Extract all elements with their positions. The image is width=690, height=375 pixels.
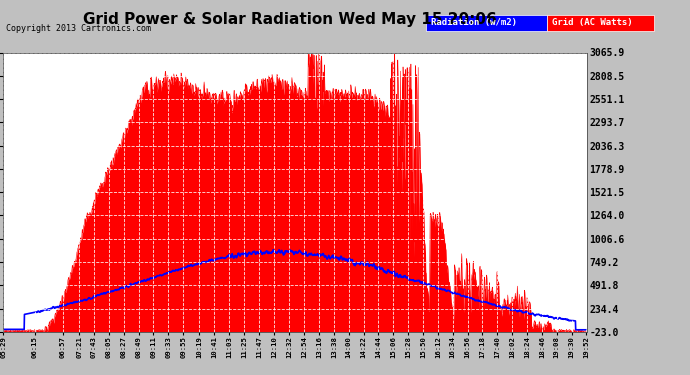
Text: Grid Power & Solar Radiation Wed May 15 20:06: Grid Power & Solar Radiation Wed May 15 … bbox=[83, 12, 497, 27]
Text: Radiation (w/m2): Radiation (w/m2) bbox=[431, 18, 518, 27]
Text: Grid (AC Watts): Grid (AC Watts) bbox=[552, 18, 633, 27]
Text: Copyright 2013 Cartronics.com: Copyright 2013 Cartronics.com bbox=[6, 24, 150, 33]
